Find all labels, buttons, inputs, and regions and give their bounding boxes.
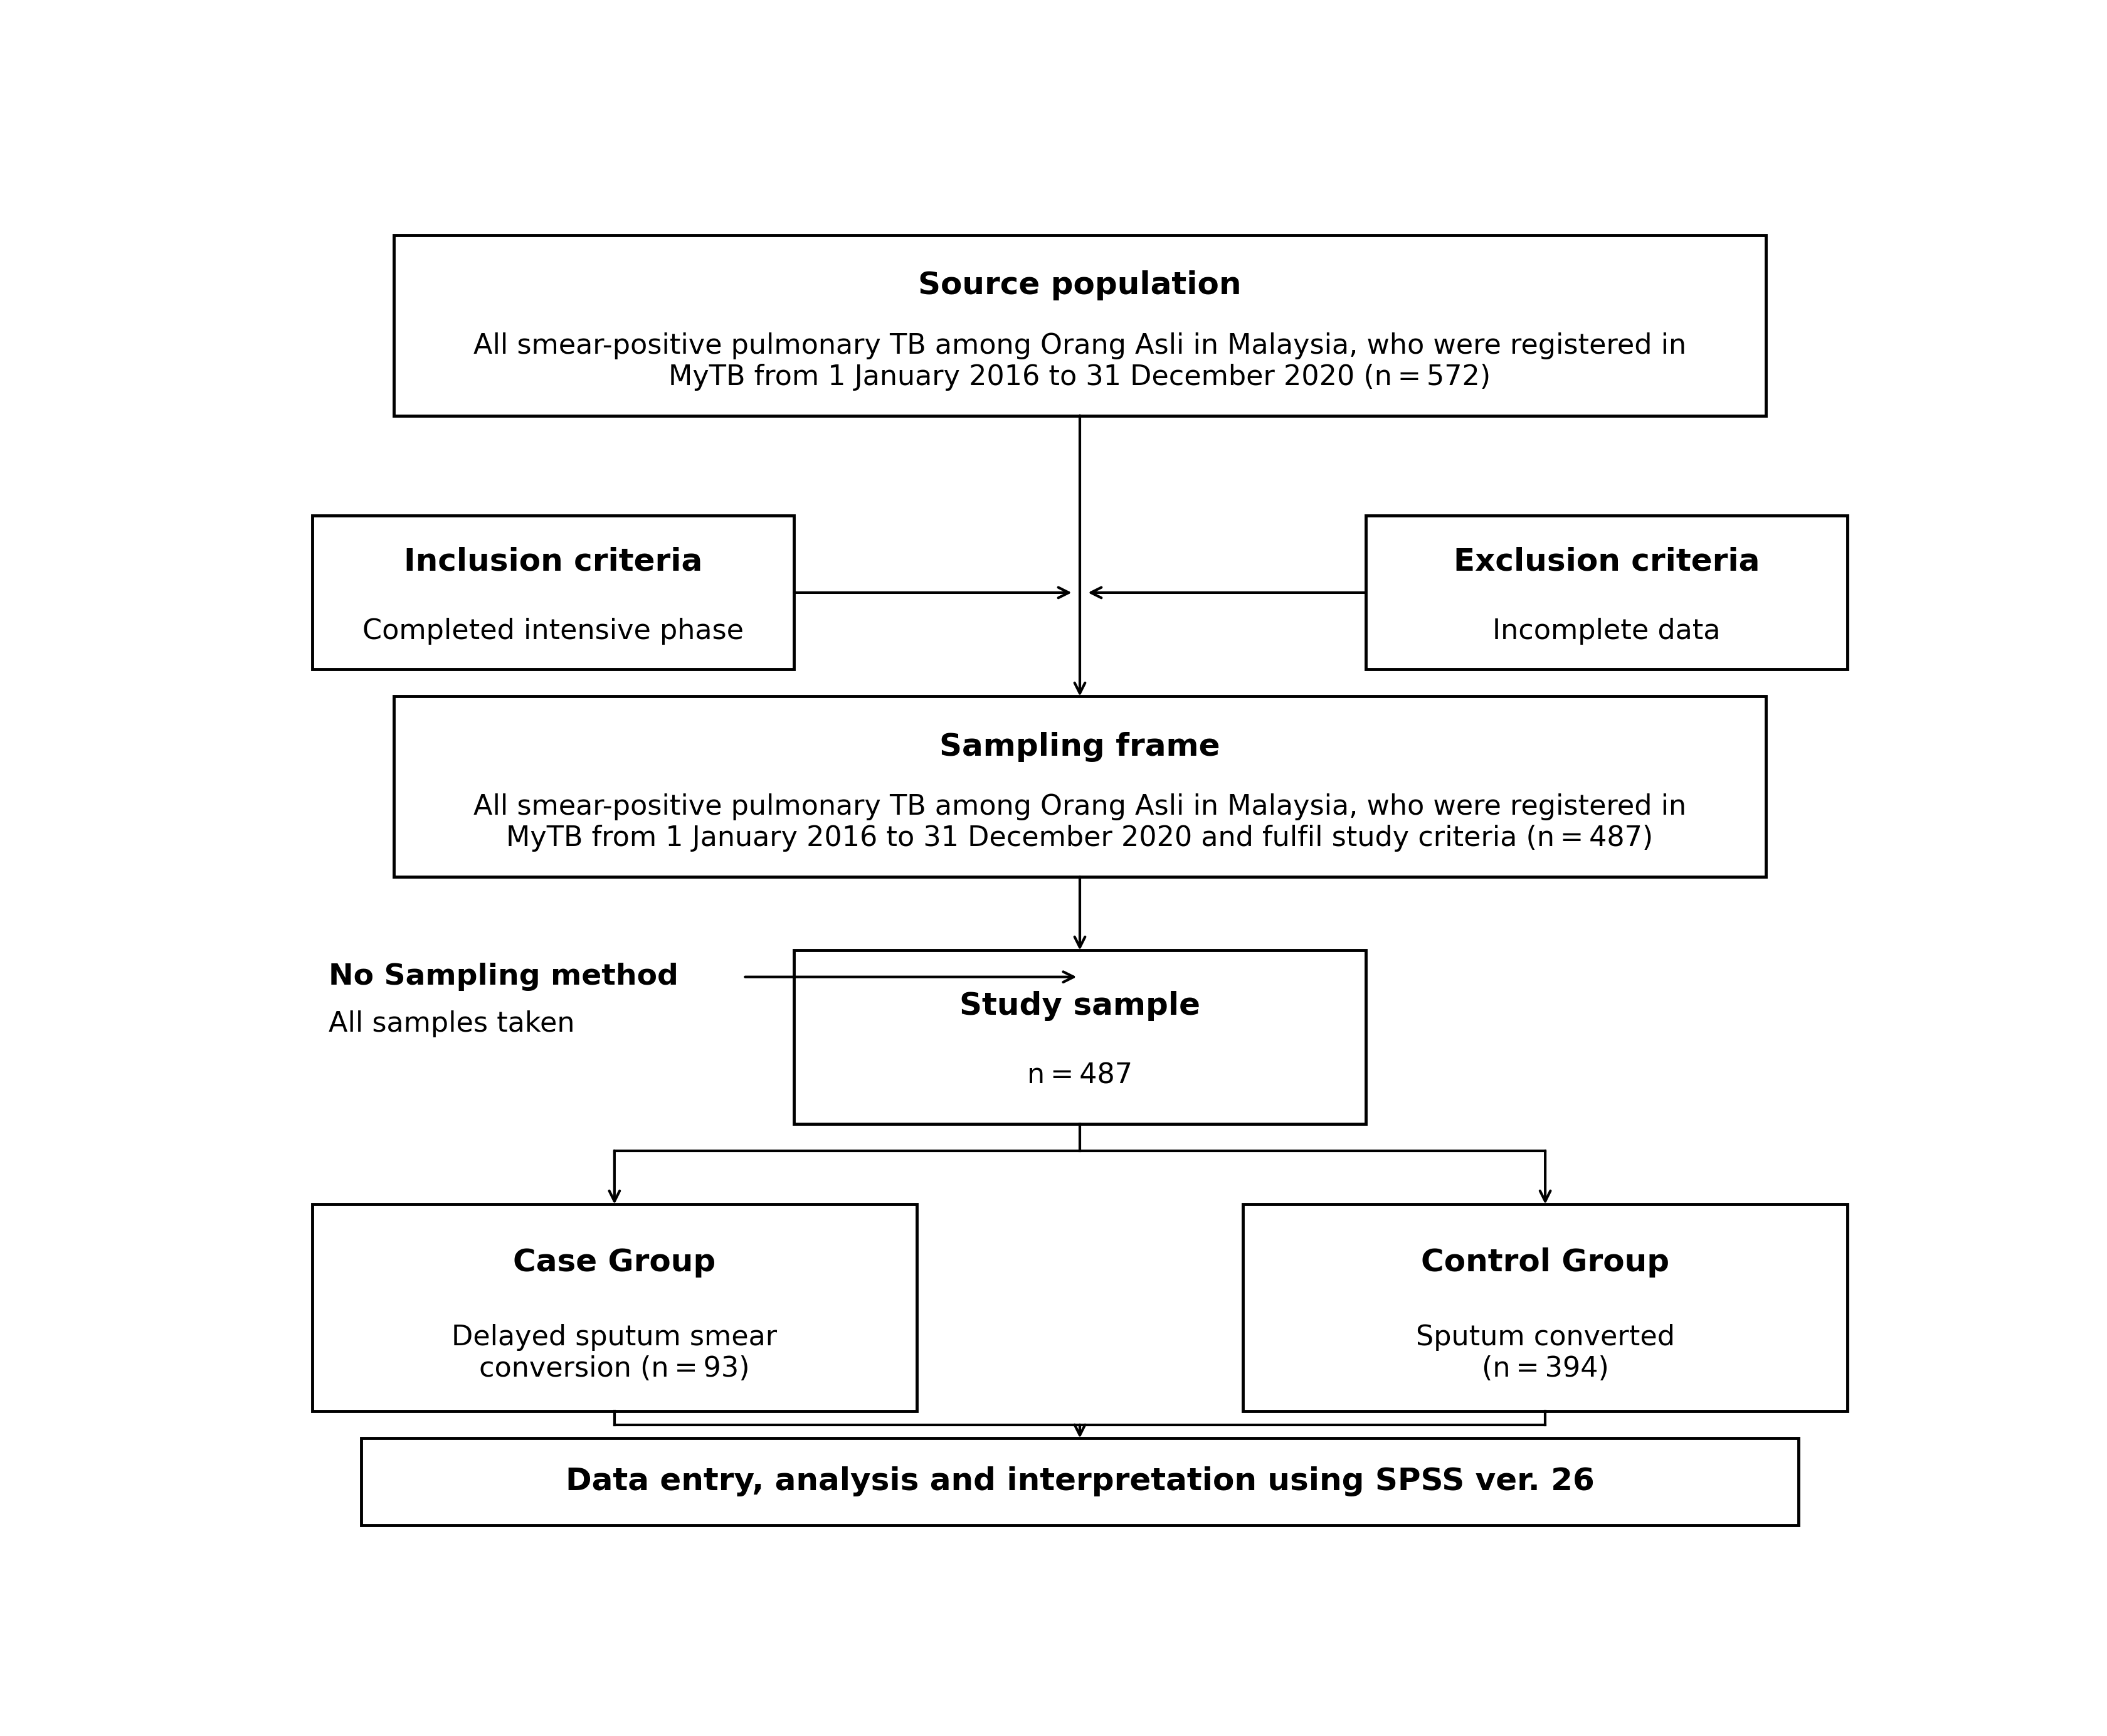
Text: Delayed sputum smear
conversion (n = 93): Delayed sputum smear conversion (n = 93) (451, 1325, 777, 1382)
Text: Exclusion criteria: Exclusion criteria (1454, 547, 1759, 576)
Text: n = 487: n = 487 (1028, 1062, 1134, 1088)
Text: All smear-positive pulmonary TB among Orang Asli in Malaysia, who were registere: All smear-positive pulmonary TB among Or… (474, 332, 1686, 391)
FancyBboxPatch shape (394, 234, 1766, 415)
Text: Case Group: Case Group (514, 1246, 716, 1278)
FancyBboxPatch shape (794, 950, 1365, 1123)
Text: Completed intensive phase: Completed intensive phase (362, 618, 744, 644)
FancyBboxPatch shape (312, 516, 794, 670)
Text: All samples taken: All samples taken (329, 1010, 575, 1036)
Text: Sampling frame: Sampling frame (940, 731, 1220, 762)
Text: Study sample: Study sample (959, 991, 1201, 1021)
FancyBboxPatch shape (394, 696, 1766, 877)
Text: Data entry, analysis and interpretation using SPSS ver. 26: Data entry, analysis and interpretation … (565, 1467, 1595, 1496)
Text: Incomplete data: Incomplete data (1492, 618, 1721, 644)
Text: Control Group: Control Group (1420, 1246, 1669, 1278)
Text: Source population: Source population (919, 271, 1241, 300)
FancyBboxPatch shape (1365, 516, 1848, 670)
Text: No Sampling method: No Sampling method (329, 963, 678, 991)
Text: All smear-positive pulmonary TB among Orang Asli in Malaysia, who were registere: All smear-positive pulmonary TB among Or… (474, 793, 1686, 852)
FancyBboxPatch shape (312, 1205, 917, 1411)
Text: Inclusion criteria: Inclusion criteria (405, 547, 702, 576)
Text: Sputum converted
(n = 394): Sputum converted (n = 394) (1416, 1325, 1675, 1382)
FancyBboxPatch shape (362, 1437, 1799, 1524)
FancyBboxPatch shape (1243, 1205, 1848, 1411)
